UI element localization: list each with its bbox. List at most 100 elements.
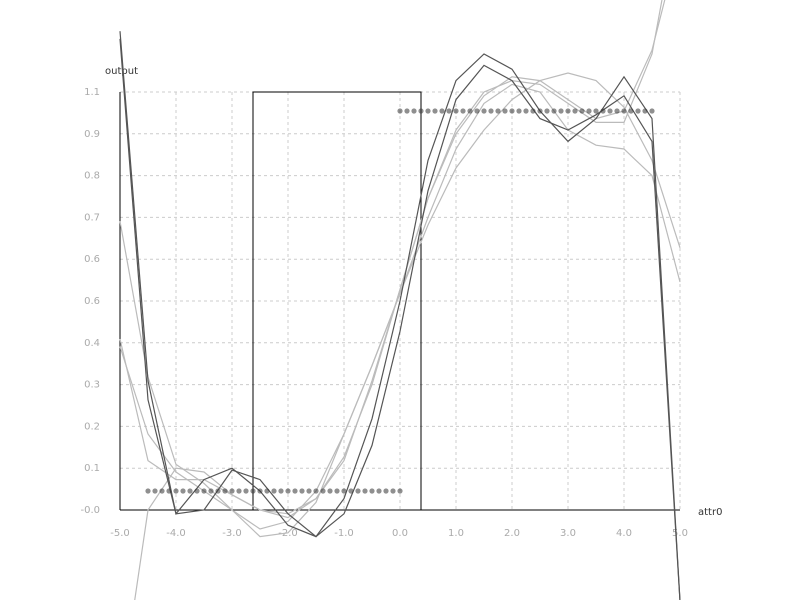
- selection-box: [252, 91, 422, 511]
- y-tick-label: 0.2: [84, 421, 100, 432]
- data-point: [439, 108, 445, 114]
- y-tick-label: 0.4: [84, 338, 100, 349]
- data-point: [460, 108, 466, 114]
- data-point: [173, 488, 179, 494]
- data-point: [236, 488, 242, 494]
- y-tick-label: 0.6: [84, 254, 100, 265]
- data-point: [271, 488, 277, 494]
- data-point: [278, 488, 284, 494]
- data-point: [586, 108, 592, 114]
- data-point: [474, 108, 480, 114]
- data-point: [621, 108, 627, 114]
- fit-curve: [119, 0, 666, 515]
- data-point: [635, 108, 641, 114]
- data-point: [425, 108, 431, 114]
- data-point: [369, 488, 375, 494]
- x-tick-label: 0.0: [392, 528, 408, 539]
- data-point: [572, 108, 578, 114]
- x-tick-label: 2.0: [504, 528, 520, 539]
- y-tick-label: 1.1: [84, 87, 100, 98]
- data-point: [523, 108, 529, 114]
- data-point: [390, 488, 396, 494]
- data-point: [348, 488, 354, 494]
- data-point: [628, 108, 634, 114]
- data-point: [145, 488, 151, 494]
- x-tick-label: 4.0: [616, 528, 632, 539]
- data-point: [341, 488, 347, 494]
- y-tick-label: 0.9: [84, 129, 100, 140]
- data-point: [215, 488, 221, 494]
- data-point: [495, 108, 501, 114]
- x-tick-label: 3.0: [560, 528, 576, 539]
- data-point: [180, 488, 186, 494]
- x-tick-label: -2.0: [278, 528, 298, 539]
- data-point: [285, 488, 291, 494]
- data-point: [593, 108, 599, 114]
- y-tick-label: 0.3: [84, 380, 100, 391]
- y-tick-label: 0.6: [84, 296, 100, 307]
- fit-curve: [119, 31, 681, 600]
- fit-curve: [119, 83, 681, 538]
- data-point: [313, 488, 319, 494]
- data-point: [432, 108, 438, 114]
- data-point: [397, 108, 403, 114]
- data-point: [159, 488, 165, 494]
- data-point: [166, 488, 172, 494]
- data-point: [243, 488, 249, 494]
- y-tick-label: 0.1: [84, 463, 100, 474]
- data-point: [502, 108, 508, 114]
- data-point: [152, 488, 158, 494]
- data-point: [481, 108, 487, 114]
- data-point: [257, 488, 263, 494]
- data-point: [222, 488, 228, 494]
- data-point: [229, 488, 235, 494]
- y-tick-label: 0.8: [84, 171, 100, 182]
- data-point: [551, 108, 557, 114]
- data-point: [530, 108, 536, 114]
- fit-curve: [119, 38, 681, 600]
- data-point: [355, 488, 361, 494]
- data-point: [649, 108, 655, 114]
- x-tick-label: 5.0: [672, 528, 688, 539]
- y-axis-title: output: [105, 66, 138, 77]
- data-point: [250, 488, 256, 494]
- x-tick-label: -3.0: [222, 528, 242, 539]
- data-point: [208, 488, 214, 494]
- data-point: [292, 488, 298, 494]
- data-point: [537, 108, 543, 114]
- data-point: [642, 108, 648, 114]
- data-point: [320, 488, 326, 494]
- data-point: [579, 108, 585, 114]
- x-tick-label: -1.0: [334, 528, 354, 539]
- data-point: [362, 488, 368, 494]
- data-point: [600, 108, 606, 114]
- data-point: [418, 108, 424, 114]
- data-point: [446, 108, 452, 114]
- x-tick-label: -5.0: [110, 528, 130, 539]
- data-point: [607, 108, 613, 114]
- data-point: [376, 488, 382, 494]
- data-point: [334, 488, 340, 494]
- x-axis-title: attr0: [698, 507, 722, 518]
- data-point: [509, 108, 515, 114]
- y-tick-label: 0.7: [84, 212, 100, 223]
- x-tick-label: 1.0: [448, 528, 464, 539]
- data-point: [306, 488, 312, 494]
- data-point: [264, 488, 270, 494]
- data-point: [411, 108, 417, 114]
- data-point: [558, 108, 564, 114]
- data-point: [327, 488, 333, 494]
- data-point: [516, 108, 522, 114]
- data-point: [299, 488, 305, 494]
- data-point: [201, 488, 207, 494]
- data-point: [453, 108, 459, 114]
- data-point: [187, 488, 193, 494]
- data-point: [397, 488, 403, 494]
- data-point: [488, 108, 494, 114]
- data-point: [467, 108, 473, 114]
- data-point: [194, 488, 200, 494]
- data-point: [404, 108, 410, 114]
- data-point: [544, 108, 550, 114]
- y-tick-label: -0.0: [80, 505, 100, 516]
